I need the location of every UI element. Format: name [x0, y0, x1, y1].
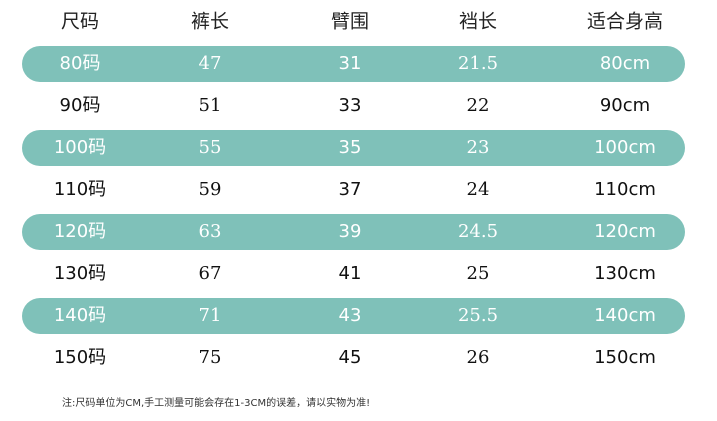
table-cell: 80cm: [600, 53, 650, 74]
table-cell: 140码: [54, 305, 106, 326]
table-cell: 100cm: [594, 137, 656, 158]
table-cell: 67: [199, 263, 222, 284]
table-cell: 120码: [54, 221, 106, 242]
table-cell: 140cm: [594, 305, 656, 326]
table-cell: 63: [199, 221, 222, 242]
table-cell: 45: [339, 347, 362, 368]
table-cell: 71: [199, 305, 222, 326]
table-cell: 23: [467, 137, 490, 158]
table-cell: 150cm: [594, 347, 656, 368]
table-cell: 110cm: [594, 179, 656, 200]
table-cell: 21.5: [458, 53, 498, 74]
table-cell: 55: [199, 137, 222, 158]
table-cell: 80码: [60, 53, 101, 74]
table-cell: 24: [467, 179, 490, 200]
header-cell: 臂围: [331, 11, 369, 33]
header-cell: 适合身高: [587, 11, 663, 33]
table-cell: 110码: [54, 179, 106, 200]
note: 注:尺码单位为CM,手工测量可能会存在1-3CM的误差，请以实物为准!: [62, 396, 370, 409]
table-cell: 100码: [54, 137, 106, 158]
table-cell: 22: [467, 95, 490, 116]
table-cell: 130码: [54, 263, 106, 284]
table-cell: 59: [199, 179, 222, 200]
row-band: [22, 130, 685, 166]
table-cell: 24.5: [458, 221, 498, 242]
table-cell: 90cm: [600, 95, 650, 116]
table-cell: 25.5: [458, 305, 498, 326]
table-cell: 25: [467, 263, 490, 284]
row-band: [22, 298, 685, 334]
table-cell: 51: [199, 95, 222, 116]
header-cell: 裆长: [459, 11, 497, 33]
table-cell: 130cm: [594, 263, 656, 284]
table-cell: 37: [339, 179, 362, 200]
table-cell: 150码: [54, 347, 106, 368]
row-band: [22, 46, 685, 82]
table-cell: 35: [339, 137, 362, 158]
table-cell: 41: [339, 263, 362, 284]
table-cell: 39: [339, 221, 362, 242]
table-cell: 120cm: [594, 221, 656, 242]
table-cell: 75: [199, 347, 222, 368]
row-band: [22, 214, 685, 250]
header-cell: 裤长: [191, 11, 229, 33]
table-cell: 43: [339, 305, 362, 326]
header-cell: 尺码: [61, 11, 99, 33]
table-cell: 26: [467, 347, 490, 368]
table-cell: 47: [199, 53, 222, 74]
table-cell: 90码: [60, 95, 101, 116]
table-cell: 33: [339, 95, 362, 116]
table-cell: 31: [339, 53, 362, 74]
